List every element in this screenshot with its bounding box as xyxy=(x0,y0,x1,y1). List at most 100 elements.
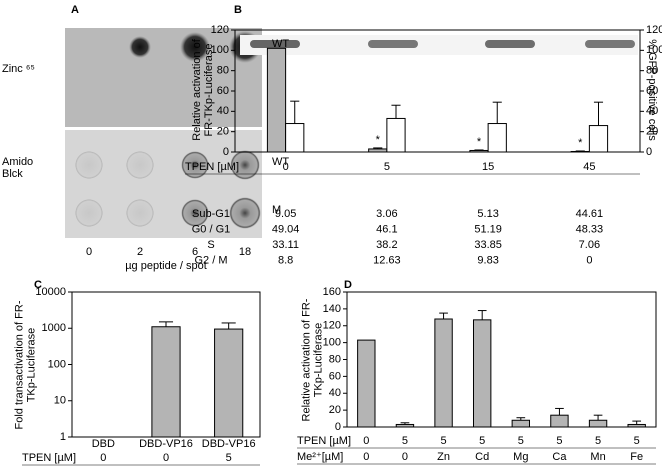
y-tick-label: 40 xyxy=(217,105,229,117)
bar xyxy=(214,328,244,438)
y-tick-label: 0 xyxy=(335,421,341,433)
x-tick-label: 45 xyxy=(583,161,595,173)
bar xyxy=(627,423,646,428)
bar xyxy=(368,148,388,153)
table-cell: 3.06 xyxy=(376,208,397,220)
y2-tick-label: 80 xyxy=(646,65,658,77)
bar xyxy=(472,319,492,428)
significance-mark: * xyxy=(376,134,381,146)
bar xyxy=(570,150,590,153)
y-tick-label: 10000 xyxy=(35,286,66,298)
condition-value: 5 xyxy=(479,435,485,447)
x-tick-label: DBD-VP16 xyxy=(202,438,256,450)
y-tick-label: 60 xyxy=(217,85,229,97)
x-axis-label: µg peptide / spot xyxy=(125,260,207,272)
table-cell: 8.8 xyxy=(278,254,293,266)
condition-value: 5 xyxy=(226,452,232,464)
y-tick-label: 0 xyxy=(223,146,229,158)
condition-value: 5 xyxy=(402,435,408,447)
x-tick-label: DBD-VP16 xyxy=(139,438,193,450)
condition-value: Fe xyxy=(630,451,643,463)
y-tick-label: 100 xyxy=(211,44,229,56)
table-cell: 9.05 xyxy=(275,208,296,220)
bar xyxy=(511,419,531,428)
x-tick-label: 0 xyxy=(86,246,92,258)
y-tick-label: 20 xyxy=(329,404,341,416)
y-tick-label: 20 xyxy=(217,126,229,138)
y-tick-label: 100 xyxy=(323,337,341,349)
table-cell: 51.19 xyxy=(474,223,502,235)
table-cell: 5.13 xyxy=(477,208,498,220)
condition-value: Zn xyxy=(437,451,450,463)
y-tick-label: 1000 xyxy=(42,322,66,334)
panel-letter: C xyxy=(34,279,42,291)
y2-tick-label: 60 xyxy=(646,85,658,97)
table-row-label: S xyxy=(207,239,214,251)
y-axis-label: Relative activation of FR-TKp-Luciferase xyxy=(191,39,215,141)
table-cell: 44.61 xyxy=(576,208,604,220)
table-cell: 12.63 xyxy=(373,254,401,266)
table-cell: 49.04 xyxy=(272,223,300,235)
y-tick-label: 120 xyxy=(211,24,229,36)
y2-tick-label: 20 xyxy=(646,126,658,138)
x-tick-label: DBD xyxy=(92,438,115,450)
table-cell: 7.06 xyxy=(579,239,600,251)
row-group-label: Zinc ⁶⁵ xyxy=(2,63,35,75)
x-tick-label: 6 xyxy=(192,246,198,258)
y-tick-label: 160 xyxy=(323,286,341,298)
y2-axis-label: % GFP-positive cells xyxy=(646,39,658,141)
row-label: WT xyxy=(272,156,289,168)
condition-label: Me²⁺[µM] xyxy=(297,451,343,463)
bar xyxy=(285,123,305,153)
y-tick-label: 60 xyxy=(329,370,341,382)
x-tick-label: 0 xyxy=(283,161,289,173)
table-cell: 33.11 xyxy=(272,239,299,251)
bar xyxy=(469,149,489,153)
bar xyxy=(151,326,181,438)
condition-value: 5 xyxy=(595,435,601,447)
table-row-label: G2 / M xyxy=(194,254,227,266)
condition-value: Mn xyxy=(590,451,605,463)
x-tick-label: 15 xyxy=(482,161,494,173)
x-tick-label: 5 xyxy=(384,161,390,173)
table-cell: 9.83 xyxy=(477,254,498,266)
condition-value: 0 xyxy=(363,435,369,447)
condition-value: Ca xyxy=(552,451,567,463)
condition-value: Mg xyxy=(513,451,528,463)
y-tick-label: 80 xyxy=(217,65,229,77)
table-cell: 46.1 xyxy=(376,223,397,235)
table-cell: 38.2 xyxy=(376,239,397,251)
condition-label: TPEN [µM] xyxy=(297,435,351,447)
y-axis-label: Relative activation of FR-TKp-Luciferase xyxy=(300,298,324,422)
table-row-label: G0 / G1 xyxy=(192,223,231,235)
row-label: M xyxy=(272,204,281,216)
blot-image xyxy=(65,28,262,238)
table-cell: 33.85 xyxy=(474,239,502,251)
condition-value: 5 xyxy=(441,435,447,447)
table-row-label: Sub-G1 xyxy=(192,208,230,220)
x-axis-label: TPEN [µM] xyxy=(185,161,239,173)
y2-tick-label: 120 xyxy=(646,24,662,36)
bar xyxy=(487,123,507,153)
table-cell: 48.33 xyxy=(576,223,604,235)
x-tick-label: 2 xyxy=(137,246,143,258)
condition-value: 5 xyxy=(556,435,562,447)
condition-value: 0 xyxy=(100,452,106,464)
condition-value: 0 xyxy=(402,451,408,463)
row-label: WT xyxy=(272,38,289,50)
y-tick-label: 80 xyxy=(329,353,341,365)
row-group-label: Amido Blck xyxy=(2,156,34,180)
significance-mark: * xyxy=(477,136,482,148)
condition-value: 0 xyxy=(163,452,169,464)
panel-letter: B xyxy=(234,4,242,16)
y-tick-label: 100 xyxy=(48,358,66,370)
table-cell: 0 xyxy=(586,254,592,266)
condition-value: Cd xyxy=(475,451,489,463)
western-strip xyxy=(240,35,638,55)
condition-label: TPEN [µM] xyxy=(22,452,76,464)
panel-letter: A xyxy=(71,4,79,16)
x-tick-label: 18 xyxy=(239,246,251,258)
y-tick-label: 40 xyxy=(329,387,341,399)
bar xyxy=(588,125,609,153)
